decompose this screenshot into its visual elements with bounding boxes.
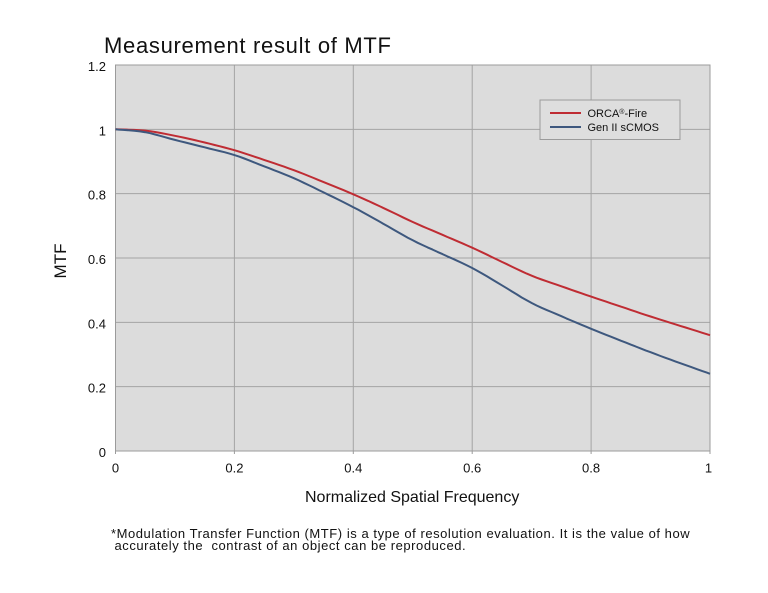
svg-text:accurately the contrast of an: accurately the contrast of an object can… <box>115 538 467 553</box>
svg-text:0.2: 0.2 <box>225 461 243 476</box>
svg-text:Normalized Spatial Frequency: Normalized Spatial Frequency <box>305 489 519 506</box>
svg-text:0.4: 0.4 <box>344 461 362 476</box>
svg-text:Gen II sCMOS: Gen II sCMOS <box>588 122 660 134</box>
svg-text:Measurement result of MTF: Measurement result of MTF <box>104 33 392 58</box>
svg-text:0: 0 <box>99 445 106 460</box>
svg-text:1.2: 1.2 <box>88 59 106 74</box>
svg-text:0.6: 0.6 <box>463 461 481 476</box>
svg-text:1: 1 <box>705 461 712 476</box>
svg-text:0.4: 0.4 <box>88 316 106 331</box>
svg-text:0.6: 0.6 <box>88 252 106 267</box>
svg-text:0.8: 0.8 <box>582 461 600 476</box>
svg-text:0.2: 0.2 <box>88 381 106 396</box>
svg-text:1: 1 <box>99 123 106 138</box>
svg-text:0: 0 <box>112 461 119 476</box>
svg-text:MTF: MTF <box>51 244 70 279</box>
svg-text:ORCA®-Fire: ORCA®-Fire <box>588 108 648 120</box>
svg-text:0.8: 0.8 <box>88 188 106 203</box>
svg-text:*Modulation Transfer Function: *Modulation Transfer Function (MTF) is a… <box>111 526 690 541</box>
